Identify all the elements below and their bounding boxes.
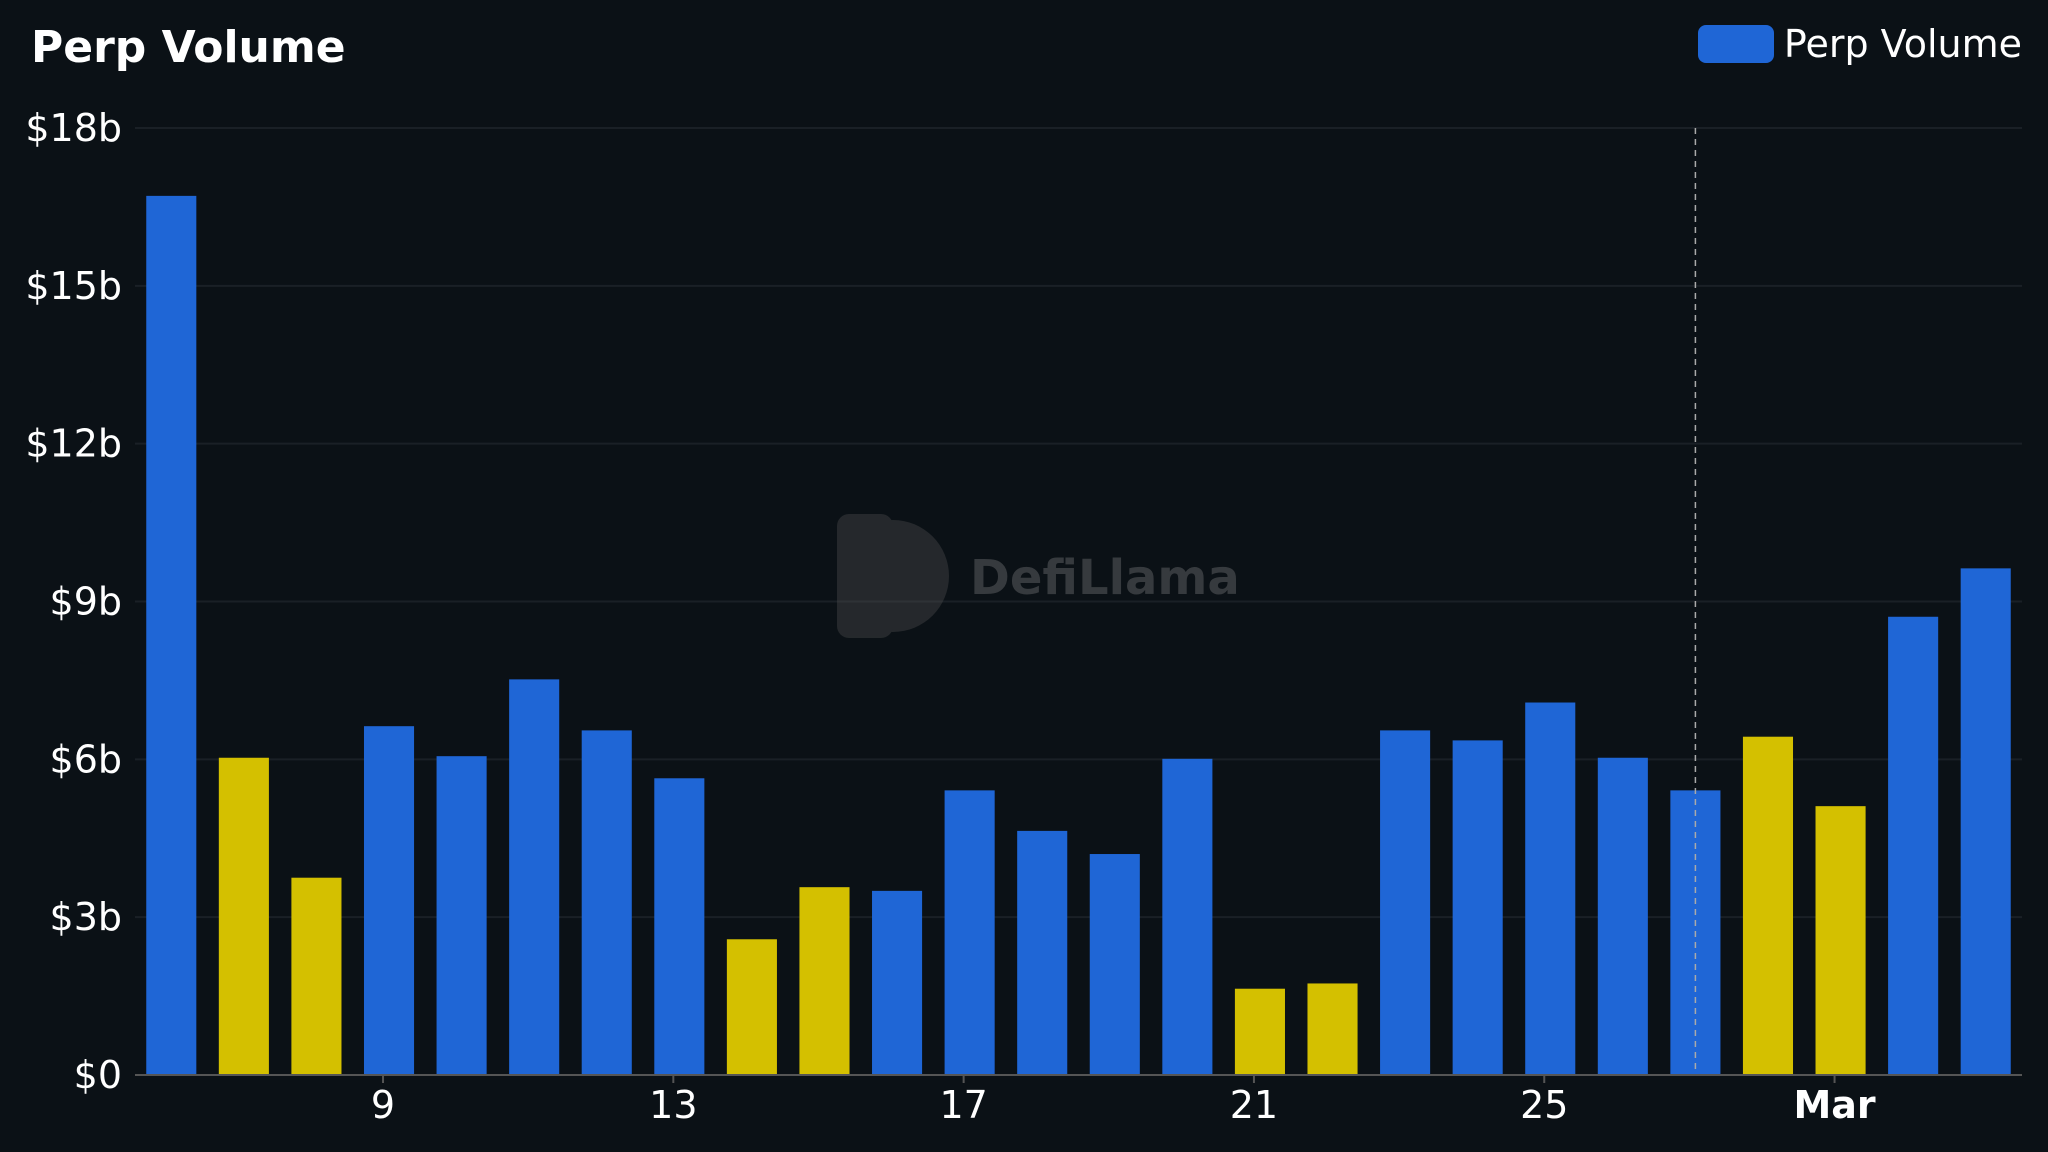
defillama-watermark: DefiLlama: [837, 514, 1240, 638]
bar-feb-8: [291, 877, 342, 1075]
x-tick-label: 17: [939, 1083, 987, 1127]
bar-feb-12: [581, 730, 632, 1075]
y-tick-label: $3b: [50, 895, 122, 939]
legend[interactable]: Perp Volume: [1697, 22, 2022, 66]
bar-feb-15: [799, 887, 850, 1075]
x-tick-label: 9: [371, 1083, 395, 1127]
bar-feb-17: [944, 790, 995, 1075]
bar-feb-16: [872, 890, 923, 1075]
bar-feb-7: [218, 757, 269, 1075]
watermark-text: DefiLlama: [970, 550, 1240, 606]
legend-label: Perp Volume: [1783, 22, 2022, 66]
bar-feb-14: [726, 939, 777, 1075]
y-tick-label: $6b: [50, 737, 122, 781]
bar-feb-18: [1017, 830, 1068, 1075]
bar-feb-19: [1089, 854, 1140, 1075]
bar-mar-3: [1960, 568, 2011, 1075]
bar-feb-23: [1380, 730, 1431, 1075]
x-tick-label: 25: [1520, 1083, 1568, 1127]
x-tick-label: Mar: [1793, 1083, 1875, 1127]
bar-feb-22: [1307, 983, 1358, 1075]
x-tick-label: 13: [649, 1083, 697, 1127]
y-tick-label: $15b: [25, 264, 122, 308]
bar-feb-21: [1234, 988, 1285, 1075]
bar-mar-1: [1815, 806, 1866, 1075]
bar-feb-25: [1525, 702, 1576, 1075]
y-tick-label: $12b: [25, 422, 122, 466]
bar-feb-28: [1742, 736, 1794, 1075]
bar-feb-20: [1162, 758, 1213, 1075]
bar-mar-2: [1888, 616, 1939, 1075]
y-tick-label: $0: [74, 1053, 122, 1097]
chart-title: Perp Volume: [31, 22, 346, 73]
y-tick-label: $9b: [50, 580, 122, 624]
bar-feb-13: [654, 778, 705, 1075]
bar-feb-24: [1452, 740, 1503, 1075]
bar-feb-10: [436, 756, 487, 1075]
bar-feb-11: [509, 679, 560, 1075]
legend-swatch: [1697, 25, 1774, 63]
bar-feb-9: [363, 726, 415, 1075]
bar-feb-6: [146, 195, 197, 1075]
bar-feb-26: [1597, 757, 1648, 1075]
y-tick-label: $18b: [25, 106, 122, 150]
x-tick-label: 21: [1230, 1083, 1278, 1127]
